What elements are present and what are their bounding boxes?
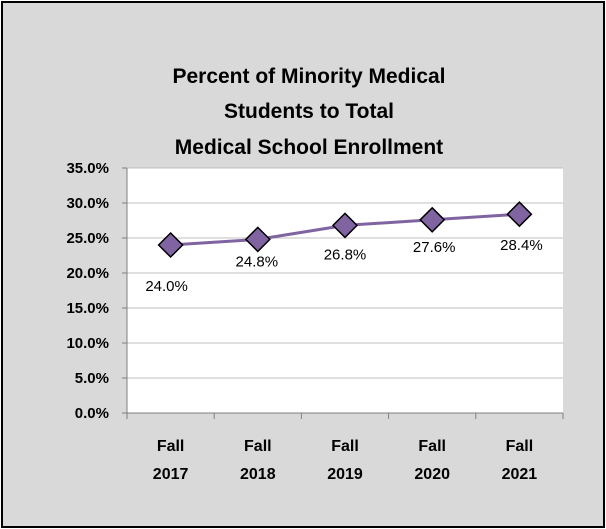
- diamond-marker: [506, 201, 533, 228]
- y-tick-label: 10.0%: [66, 335, 109, 352]
- chart-title-line-3: Medical School Enrollment: [175, 136, 443, 159]
- diamond-marker: [419, 206, 446, 233]
- diamond-marker: [157, 231, 184, 259]
- plot-area: [127, 168, 563, 413]
- y-tick-label: 15.0%: [66, 300, 109, 317]
- y-tick-label: 0.0%: [75, 405, 109, 422]
- x-tick-label: Fall: [157, 438, 185, 455]
- x-tick-label: Fall: [506, 438, 534, 455]
- data-label: 24.0%: [145, 278, 188, 295]
- y-tick-label: 30.0%: [66, 195, 109, 212]
- chart-title: Percent of Minority Medical Students to …: [172, 65, 445, 159]
- data-label: 24.8%: [236, 253, 279, 270]
- x-tick-label: 2018: [240, 466, 276, 483]
- x-tick-label: 2021: [502, 466, 538, 483]
- data-labels: 24.0% 24.8% 26.8% 27.6% 28.4%: [145, 237, 542, 295]
- y-axis-tick-labels: 0.0% 5.0% 10.0% 15.0% 20.0% 25.0% 30.0% 35.0%: [66, 160, 109, 422]
- x-tick-label: 2020: [414, 466, 450, 483]
- y-tick-label: 35.0%: [66, 160, 109, 177]
- x-tick-label: Fall: [331, 438, 359, 455]
- y-tick-label: 5.0%: [75, 370, 109, 387]
- data-series: [157, 201, 533, 259]
- x-tick-label: 2017: [153, 466, 189, 483]
- y-tick-label: 20.0%: [66, 265, 109, 282]
- x-tick-label: 2019: [327, 466, 363, 483]
- x-tick-label: Fall: [244, 438, 272, 455]
- data-label: 26.8%: [324, 246, 367, 263]
- x-tick-label: Fall: [418, 438, 446, 455]
- chart-title-line-2: Students to Total: [224, 100, 394, 123]
- chart-title-line-1: Percent of Minority Medical: [172, 65, 445, 88]
- data-label: 27.6%: [413, 239, 456, 256]
- axes: [122, 167, 564, 419]
- x-axis-tick-labels: Fall 2017 Fall 2018 Fall 2019 Fall 2020 Fall 2021: [153, 438, 537, 483]
- y-tick-label: 25.0%: [66, 230, 109, 247]
- diamond-marker: [331, 212, 359, 239]
- data-label: 28.4%: [500, 237, 543, 254]
- diamond-marker: [244, 226, 271, 253]
